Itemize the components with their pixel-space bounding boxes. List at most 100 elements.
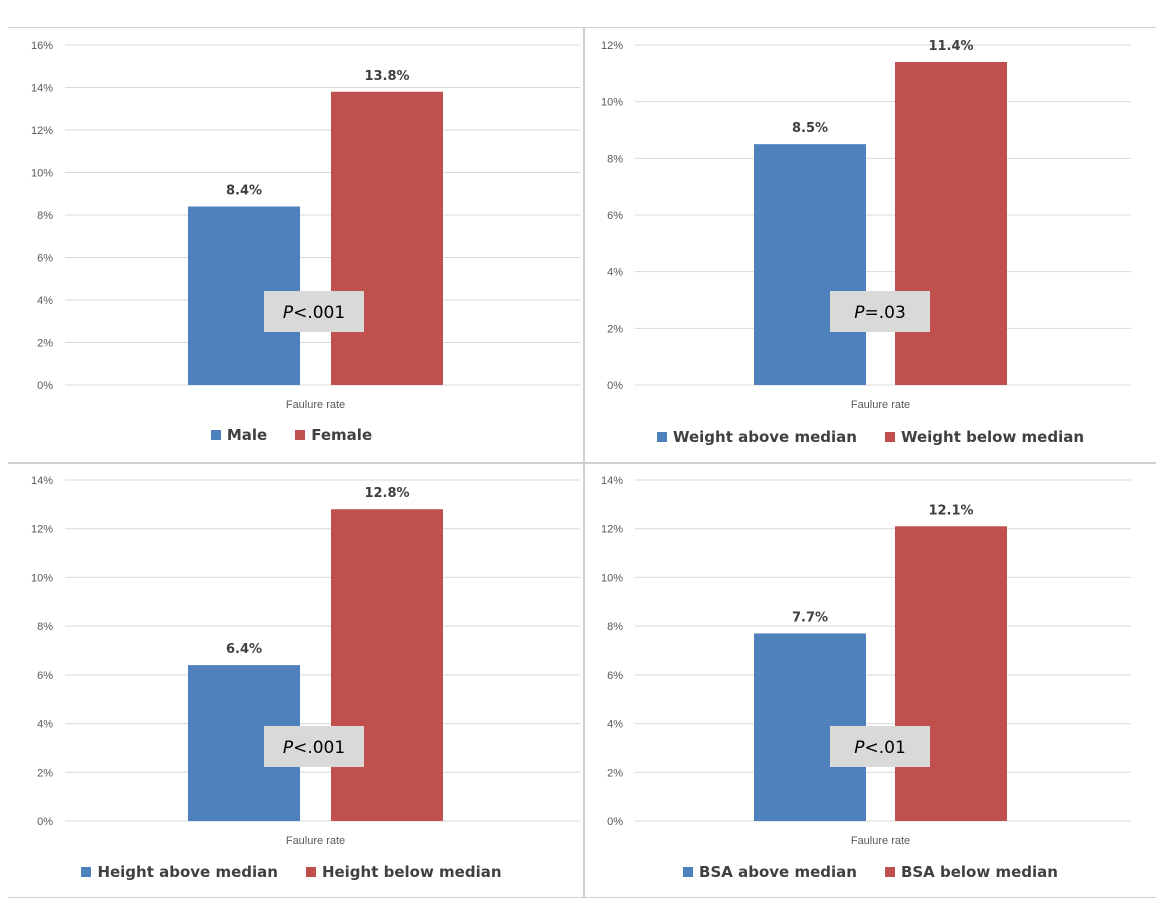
y-tick-label: 14%	[31, 83, 53, 95]
y-tick-label: 8%	[37, 621, 53, 633]
legend-item: Weight above median	[656, 428, 857, 446]
y-tick-label: 6%	[607, 670, 623, 682]
data-label: 12.1%	[928, 503, 973, 518]
chart-plot: 0% 2% 4% 6% 8% 10% 12% 14% 7.7% 12.1% Faulure rate…	[601, 475, 1131, 847]
y-tick-label: 0%	[607, 816, 623, 828]
y-tick-label: 10%	[601, 572, 623, 584]
chart-legend: Height above median Height below median	[0, 863, 583, 881]
data-label: 7.7%	[792, 610, 828, 625]
chart-panel-bsa: 0% 2% 4% 6% 8% 10% 12% 14% 7.7% 12.1% Faulure rate…	[585, 464, 1156, 897]
p-value-box	[264, 291, 364, 332]
bar	[754, 144, 866, 385]
legend-label: Male	[226, 426, 268, 444]
p-value-text: P<.001	[283, 303, 345, 323]
chart-plot: 0% 2% 4% 6% 8% 10% 12% 14% 16% 8.4% 13.8% Faulure r…	[31, 40, 580, 411]
y-tick-label: 2%	[37, 767, 53, 779]
chart-legend: BSA above median BSA below median	[585, 863, 1156, 881]
legend-label: BSA below median	[900, 863, 1058, 881]
p-value-text: P=.03	[854, 303, 906, 323]
p-value-annotation: P<.001	[264, 291, 364, 332]
y-tick-label: 4%	[607, 267, 623, 279]
p-value-box	[264, 726, 364, 767]
data-label: 6.4%	[226, 642, 262, 657]
y-tick-label: 14%	[601, 475, 623, 487]
bar	[331, 509, 443, 821]
legend-label: BSA above median	[699, 863, 857, 881]
legend-item: Height below median	[305, 863, 502, 881]
y-tick-label: 8%	[607, 621, 623, 633]
frame-top-border	[8, 27, 1156, 28]
y-tick-label: 2%	[607, 767, 623, 779]
chart-plot: 0% 2% 4% 6% 8% 10% 12% 8.5% 11.4% Faulure rate P=.…	[601, 39, 1131, 411]
y-tick-label: 12%	[31, 125, 53, 137]
p-value-text: P<.01	[854, 738, 906, 758]
x-category-label: Faulure rate	[851, 835, 910, 847]
y-tick-label: 4%	[37, 719, 53, 731]
frame-middle-divider	[8, 462, 1156, 464]
p-value-number: <.001	[293, 303, 345, 323]
p-value-number: <.01	[864, 738, 905, 758]
data-label: 8.5%	[792, 121, 828, 136]
bar	[895, 62, 1007, 385]
chart-panel-sex: 0% 2% 4% 6% 8% 10% 12% 14% 16% 8.4% 13.8% Faulure r…	[0, 27, 583, 462]
p-value-annotation: P<.01	[830, 726, 930, 767]
p-value-text: P<.001	[283, 738, 345, 758]
legend-item: Male	[210, 426, 268, 444]
chart-legend: Male Female	[0, 426, 583, 444]
legend-swatch-icon	[683, 867, 694, 877]
data-label: 11.4%	[928, 39, 973, 54]
legend-swatch-icon	[295, 430, 306, 440]
bar	[331, 91, 443, 385]
legend-label: Weight above median	[672, 428, 857, 446]
legend-swatch-icon	[210, 430, 221, 440]
frame-vertical-divider	[583, 27, 585, 898]
p-value-box	[830, 726, 930, 767]
y-tick-label: 0%	[37, 380, 53, 392]
legend-label: Female	[311, 426, 373, 444]
legend-item: Female	[295, 426, 372, 444]
legend-item: BSA below median	[884, 863, 1058, 881]
data-label: 13.8%	[364, 69, 409, 84]
p-value-number: =.03	[864, 303, 905, 323]
y-tick-label: 10%	[601, 97, 623, 109]
y-tick-label: 8%	[37, 210, 53, 222]
data-label: 12.8%	[364, 486, 409, 501]
y-tick-label: 12%	[601, 40, 623, 52]
y-tick-label: 6%	[37, 670, 53, 682]
chart-panel-height: 0% 2% 4% 6% 8% 10% 12% 14% 6.4% 12.8% Faulure rate…	[0, 464, 583, 897]
chart-legend: Weight above median Weight below median	[585, 428, 1156, 446]
p-value-annotation: P<.001	[264, 726, 364, 767]
p-value-number: <.001	[293, 738, 345, 758]
y-tick-label: 12%	[601, 524, 623, 536]
p-value-annotation: P=.03	[830, 291, 930, 332]
legend-label: Height above median	[97, 863, 278, 881]
y-tick-label: 8%	[607, 153, 623, 165]
y-tick-label: 4%	[607, 719, 623, 731]
y-tick-label: 10%	[31, 572, 53, 584]
legend-label: Weight below median	[900, 428, 1085, 446]
data-label: 8.4%	[226, 184, 262, 199]
bar	[895, 526, 1007, 821]
y-tick-label: 4%	[37, 295, 53, 307]
p-value-symbol: P	[283, 738, 294, 758]
legend-swatch-icon	[656, 432, 667, 442]
y-tick-label: 6%	[607, 210, 623, 222]
legend-swatch-icon	[884, 867, 895, 877]
legend-item: Height above median	[81, 863, 278, 881]
p-value-symbol: P	[283, 303, 294, 323]
frame-bottom-border	[8, 897, 1156, 898]
y-tick-label: 16%	[31, 40, 53, 52]
legend-item: BSA above median	[683, 863, 857, 881]
p-value-box	[830, 291, 930, 332]
y-tick-label: 10%	[31, 168, 53, 180]
y-tick-label: 2%	[607, 323, 623, 335]
y-tick-label: 2%	[37, 338, 53, 350]
legend-item: Weight below median	[884, 428, 1085, 446]
y-tick-label: 0%	[37, 816, 53, 828]
p-value-symbol: P	[854, 303, 865, 323]
legend-swatch-icon	[305, 867, 316, 877]
legend-swatch-icon	[81, 867, 92, 877]
chart-plot: 0% 2% 4% 6% 8% 10% 12% 14% 6.4% 12.8% Faulure rate…	[31, 475, 580, 847]
legend-swatch-icon	[884, 432, 895, 442]
y-tick-label: 14%	[31, 475, 53, 487]
